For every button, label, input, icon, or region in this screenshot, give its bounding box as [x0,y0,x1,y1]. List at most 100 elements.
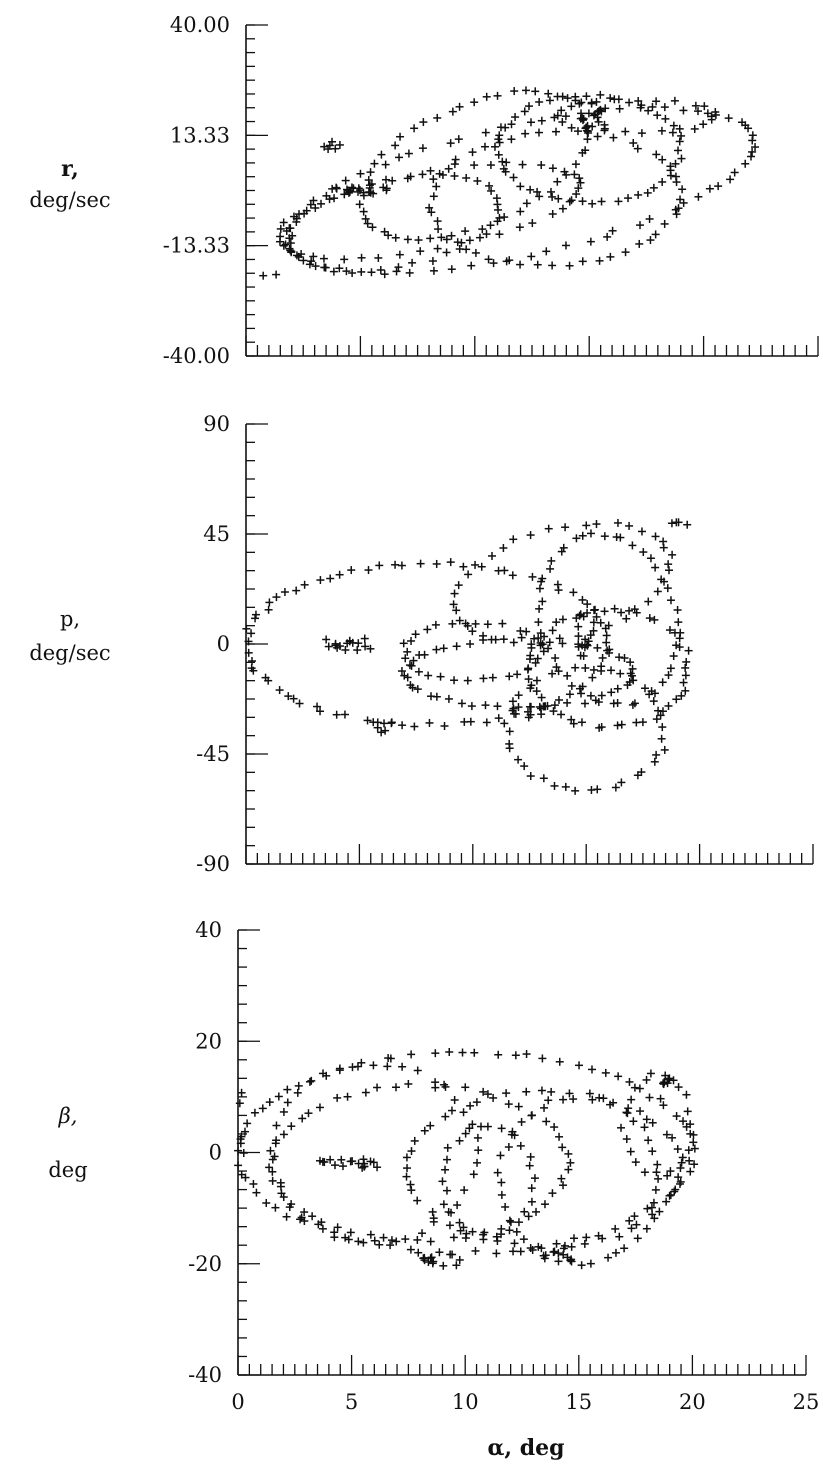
p-data-point [574,640,583,649]
p-data-point [264,605,273,614]
r-data-point [606,94,615,103]
beta-data-point [649,1198,658,1207]
p-data-point [410,722,419,731]
beta-data-point [447,1106,456,1115]
beta-data-point [566,1158,575,1167]
r-data-point [636,221,645,230]
r-data-point [425,203,434,212]
beta-data-point [505,1216,514,1225]
p-data-point [592,520,601,529]
beta-data-point [373,1083,382,1092]
p-data-point [681,671,690,680]
beta-data-point [441,1165,450,1174]
beta-data-point [689,1138,698,1147]
r-data-point [748,147,757,156]
r-data-point [381,160,390,169]
r-data-point [391,233,400,242]
r-data-point [368,223,377,232]
p-data-point [597,723,606,732]
p-data-point [561,782,570,791]
r-data-point [328,137,337,146]
p-data-point [363,716,372,725]
p-data-point [549,707,558,716]
beta-x-tick-label: 0 [231,1390,244,1414]
beta-data-point [677,1158,686,1167]
r-data-point [446,139,455,148]
p-data-point [607,666,616,675]
p-data-point [324,642,333,651]
beta-data-point [315,1103,324,1112]
r-data-point [494,150,503,159]
p-data-point [446,558,455,567]
r-data-point [329,267,338,276]
beta-data-point [690,1144,699,1153]
r-data-point [392,267,401,276]
r-data-point [501,123,510,132]
r-data-point [700,102,709,111]
p-data-point [377,728,386,737]
beta-data-point [622,1135,631,1144]
beta-data-point [522,1050,531,1059]
r-data-point [730,168,739,177]
p-data-point [593,643,602,652]
p-data-point [615,653,624,662]
r-data-point [395,153,404,162]
p-data-point [482,718,491,727]
beta-data-point [564,1165,573,1174]
beta-data-point [497,1124,506,1133]
p-data-point [583,600,592,609]
r-data-point [486,161,495,170]
beta-data-point [441,1082,450,1091]
beta-y-tick-label: 40 [195,918,222,942]
r-data-point [609,133,618,142]
r-points [259,86,760,280]
r-data-point [478,225,487,234]
r-data-point [356,169,365,178]
beta-data-point [580,1239,589,1248]
r-data-point [594,117,603,126]
p-data-point [630,605,639,614]
r-data-point [516,207,525,216]
beta-data-point [450,1095,459,1104]
p-data-point [659,577,668,586]
r-data-point [279,218,288,227]
p-data-point [537,710,546,719]
beta-data-point [458,1048,467,1057]
p-data-point [594,698,603,707]
p-data-point [544,644,553,653]
r-data-point [276,224,285,233]
p-data-point [597,662,606,671]
beta-data-point [283,1098,292,1107]
r-data-point [374,253,383,262]
p-data-point [617,720,626,729]
beta-data-point [270,1152,279,1161]
x-axis-label: α, deg [487,1435,564,1461]
p-data-point [391,560,400,569]
beta-data-point [402,1172,411,1181]
beta-points [234,1047,699,1270]
r-data-point [595,256,604,265]
beta-data-point [611,1248,620,1257]
beta-data-point [308,1212,317,1221]
p-data-point [375,561,384,570]
beta-y-tick-label: 0 [209,1141,222,1165]
r-data-point [614,95,623,104]
r-data-point [606,252,615,261]
beta-data-point [532,1207,541,1216]
p-data-point [295,699,304,708]
p-data-point [651,563,660,572]
beta-data-point [326,1155,335,1164]
beta-data-point [598,1234,607,1243]
p-data-point [637,768,646,777]
beta-data-point [297,1213,306,1222]
beta-data-point [511,1051,520,1060]
r-data-point [365,188,374,197]
beta-data-point [236,1135,245,1144]
p-data-point [450,676,459,685]
r-data-point [382,184,391,193]
beta-data-point [496,1151,505,1160]
p-data-point [657,734,666,743]
beta-data-point [642,1115,651,1124]
r-data-point [447,231,456,240]
r-data-point [507,135,516,144]
